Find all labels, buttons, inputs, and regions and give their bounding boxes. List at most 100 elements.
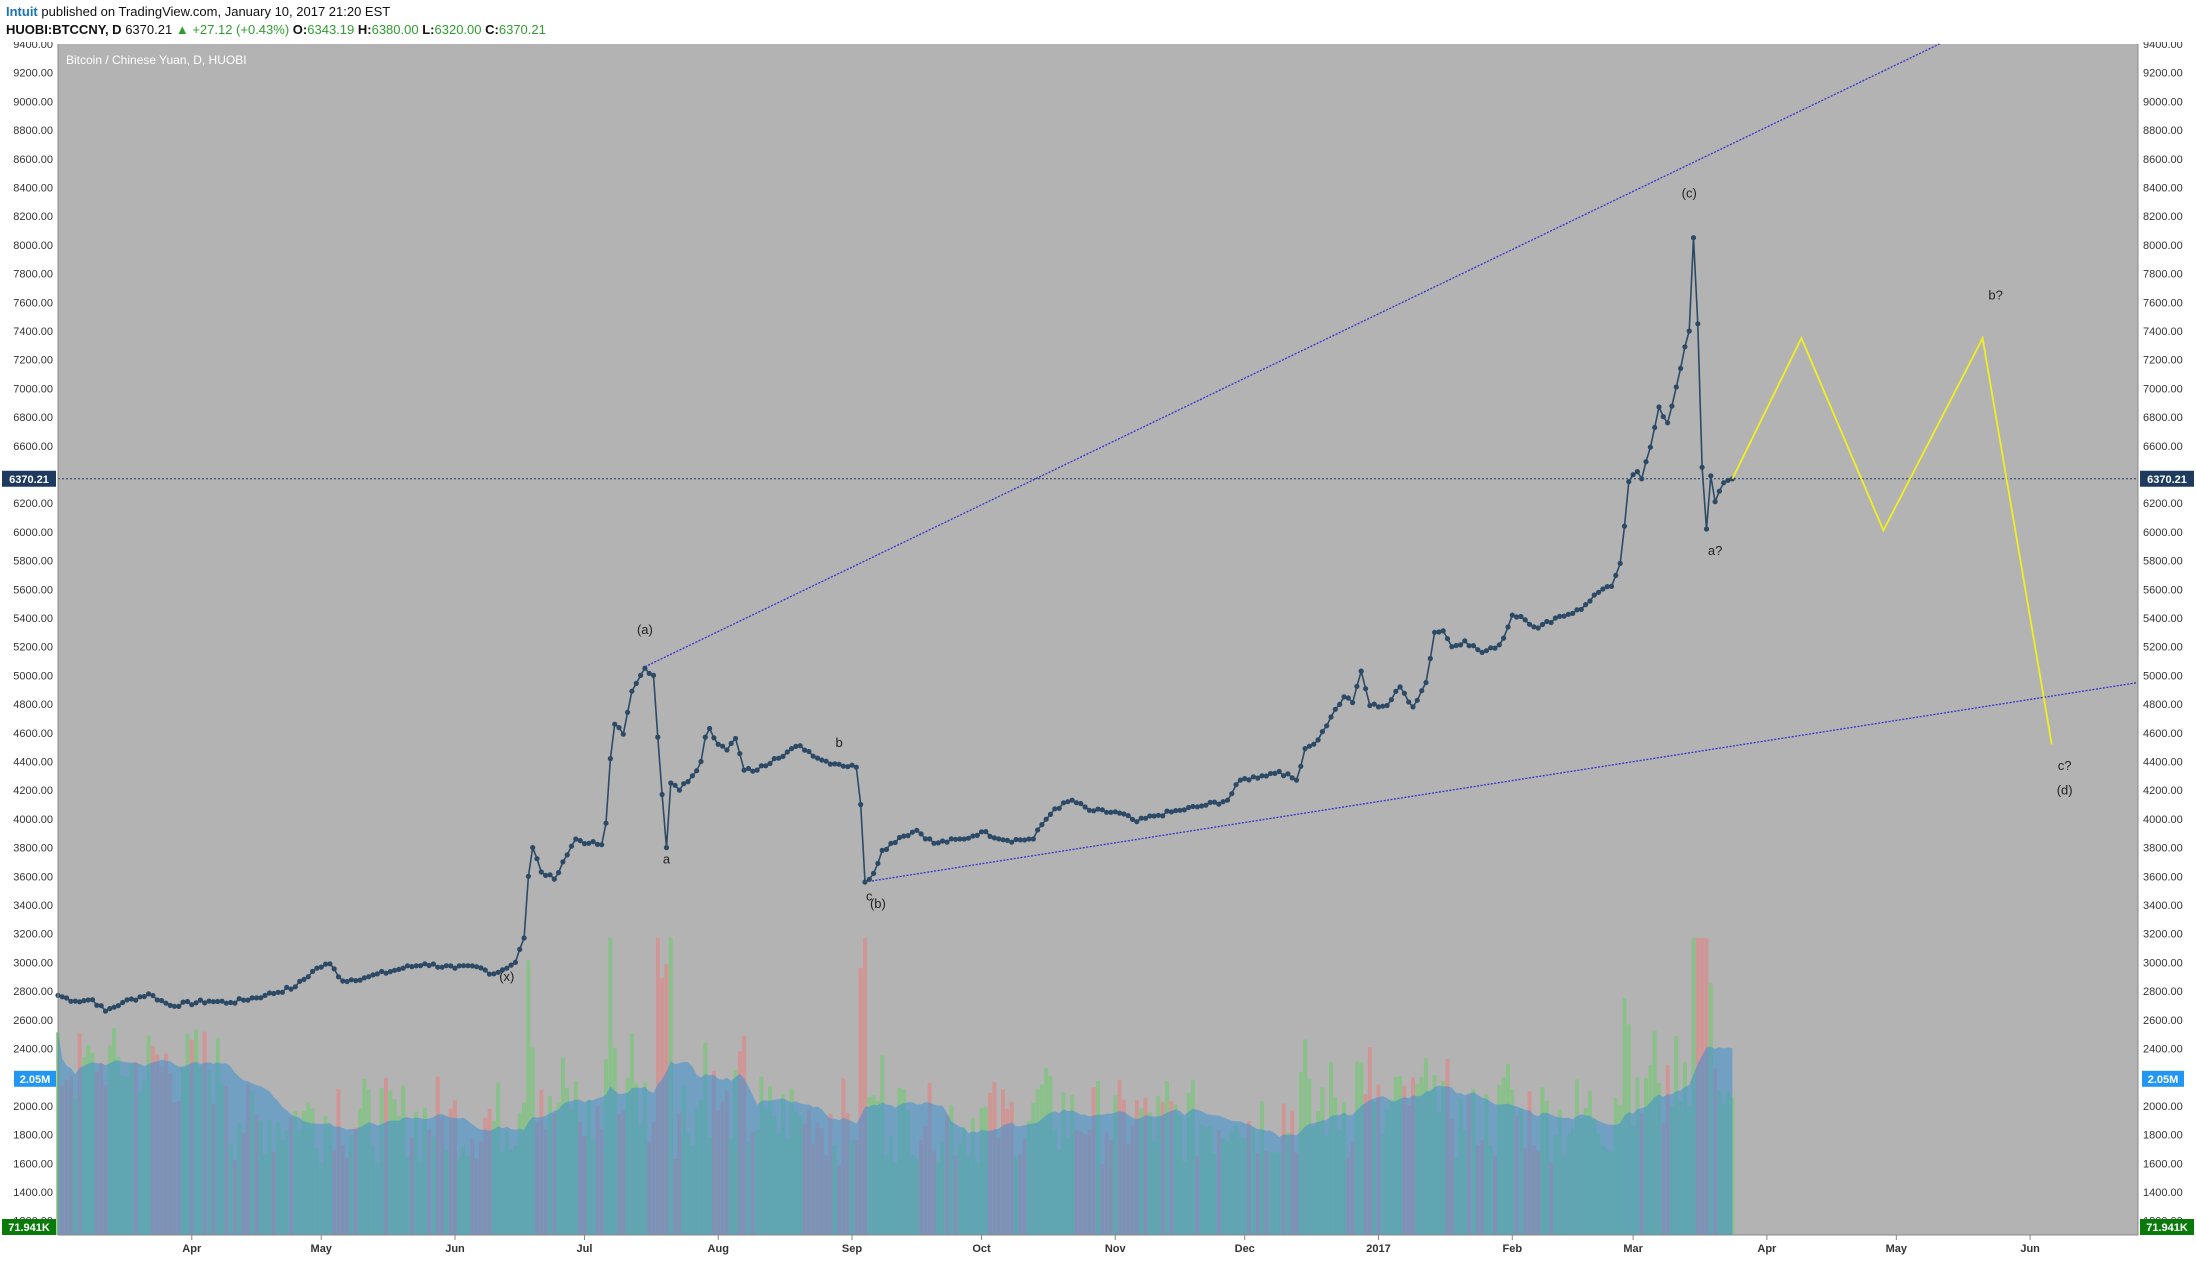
price-point	[1073, 800, 1079, 806]
price-point	[1686, 328, 1692, 334]
price-point	[1229, 791, 1235, 797]
price-point	[655, 734, 661, 740]
y-tick-label-right: 7000.00	[2143, 383, 2183, 395]
price-point	[638, 672, 644, 679]
price-point	[361, 975, 367, 981]
price-point	[443, 963, 449, 969]
price-point	[1492, 645, 1498, 651]
price-point	[1449, 644, 1455, 650]
price-point	[1375, 704, 1382, 710]
price-point	[1237, 777, 1243, 783]
price-point	[1211, 799, 1218, 805]
symbol-label: HUOBI:BTCCNY, D	[6, 22, 122, 37]
price-point	[1462, 638, 1468, 644]
price-point	[862, 879, 868, 885]
price-point	[793, 743, 799, 750]
price-point	[1436, 629, 1442, 635]
y-tick-label-right: 4600.00	[2143, 728, 2183, 740]
price-point	[1328, 714, 1334, 720]
price-point	[1056, 805, 1062, 811]
price-point	[68, 998, 74, 1004]
price-point	[1013, 836, 1019, 843]
price-point	[1613, 572, 1619, 579]
price-point	[1371, 701, 1377, 707]
price-point	[1259, 773, 1265, 779]
price-point	[1410, 704, 1416, 710]
channel-line-upper	[644, 43, 1940, 668]
wave-label: b	[835, 735, 842, 750]
price-point	[1095, 806, 1101, 812]
price-point	[310, 968, 316, 975]
price-point	[1255, 775, 1261, 781]
y-tick-label-right: 7400.00	[2143, 326, 2183, 338]
y-tick-label-right: 6000.00	[2143, 527, 2183, 539]
price-tag-right: 6370.21	[2147, 474, 2187, 486]
price-point	[1406, 699, 1412, 705]
price-point	[707, 725, 713, 732]
y-tick-label-right: 6600.00	[2143, 441, 2183, 453]
price-point	[1665, 420, 1671, 426]
price-point	[176, 1003, 182, 1010]
price-point	[883, 846, 890, 853]
price-point	[1207, 799, 1213, 806]
price-point	[845, 764, 851, 770]
price-point	[668, 780, 674, 786]
price-point	[1501, 635, 1507, 641]
volume-tag-right-bg	[2142, 1070, 2184, 1087]
price-point	[1608, 583, 1615, 590]
price-point	[77, 999, 83, 1005]
price-point	[914, 827, 920, 833]
y-tick-label-right: 8600.00	[2143, 154, 2183, 166]
plot-area[interactable]	[58, 44, 2138, 1235]
price-point	[642, 665, 648, 671]
price-chart[interactable]: Bitcoin / Chinese Yuan, D, HUOBI 1200.00…	[0, 42, 2196, 1262]
price-point	[72, 998, 78, 1004]
y-tick-label-left: 8400.00	[13, 182, 53, 194]
price-point	[1367, 702, 1373, 709]
price-point	[133, 997, 139, 1003]
price-point	[219, 998, 225, 1004]
price-point	[1091, 808, 1097, 814]
price-point	[1518, 613, 1524, 620]
last-price: 6370.21	[125, 22, 173, 37]
price-point	[1591, 592, 1597, 598]
price-point	[594, 841, 601, 848]
price-point	[1721, 480, 1727, 486]
price-point	[763, 763, 769, 769]
price-point	[1652, 424, 1658, 431]
author-link[interactable]: Intuit	[6, 4, 38, 19]
price-point	[525, 873, 532, 879]
price-point	[957, 836, 963, 842]
price-point	[927, 836, 933, 842]
y-tick-label-right: 4400.00	[2143, 756, 2183, 768]
price-point	[439, 964, 445, 970]
close-label: C:	[485, 22, 499, 37]
price-point	[802, 747, 808, 753]
price-point	[409, 964, 415, 970]
y-tick-label-right: 5800.00	[2143, 556, 2183, 568]
price-point	[1000, 837, 1006, 843]
price-point	[935, 840, 941, 846]
price-point	[206, 998, 212, 1004]
price-point	[1539, 621, 1546, 628]
price-point	[1561, 613, 1567, 619]
y-tick-label-right: 1600.00	[2143, 1158, 2183, 1170]
price-point	[1168, 809, 1174, 815]
up-arrow-icon: ▲	[175, 22, 189, 37]
price-point	[1035, 827, 1041, 833]
annotation-layer: (x) (a) a b c(b) (c) a? b? c? (d)	[499, 186, 2072, 984]
price-point	[732, 735, 739, 742]
price-point	[1164, 808, 1170, 814]
price-point	[469, 963, 475, 969]
price-point	[948, 836, 954, 842]
y-tick-label-right: 5600.00	[2143, 584, 2183, 596]
price-point	[1306, 743, 1313, 749]
volume-bar	[858, 968, 863, 1235]
price-point	[970, 833, 976, 839]
y-tick-label-right: 8400.00	[2143, 182, 2183, 194]
y-tick-label-right: 3600.00	[2143, 871, 2183, 883]
price-tag-right-bg	[2140, 470, 2194, 487]
price-point	[1488, 645, 1494, 651]
price-point	[400, 965, 406, 971]
price-point	[379, 968, 385, 975]
